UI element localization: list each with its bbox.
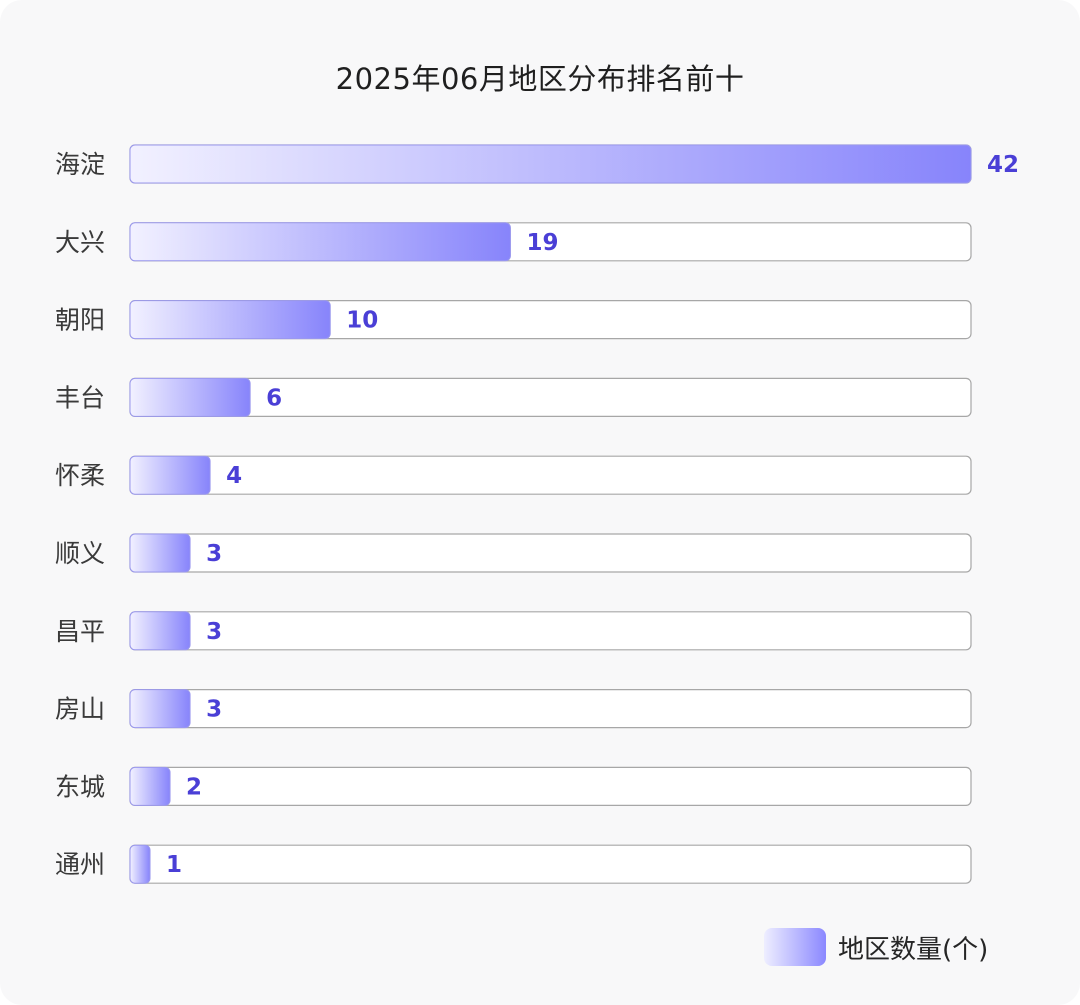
bar — [129, 455, 211, 495]
bar — [129, 222, 511, 262]
value-label: 19 — [526, 230, 558, 256]
legend: 地区数量(个) — [764, 928, 988, 966]
bar — [129, 611, 191, 651]
bar-track — [129, 455, 972, 495]
bar — [129, 844, 151, 884]
bar — [129, 144, 972, 184]
bar-track — [129, 844, 972, 884]
value-label: 42 — [987, 152, 1019, 178]
bar — [129, 533, 191, 573]
category-label: 昌平 — [55, 617, 105, 646]
value-label: 4 — [226, 463, 242, 489]
legend-swatch — [764, 928, 826, 966]
category-label: 海淀 — [55, 150, 105, 179]
category-label: 房山 — [55, 695, 105, 724]
legend-label: 地区数量(个) — [838, 934, 989, 965]
bar — [129, 766, 171, 806]
bar — [129, 300, 331, 340]
bar-track — [129, 377, 972, 417]
category-label: 大兴 — [55, 228, 105, 257]
bar-track — [129, 766, 972, 807]
bar — [129, 377, 251, 417]
bar — [129, 689, 191, 729]
category-label: 顺义 — [55, 539, 105, 568]
bar-track — [129, 688, 972, 729]
value-label: 6 — [266, 385, 282, 411]
value-label: 2 — [186, 774, 202, 800]
value-label: 3 — [206, 541, 222, 567]
category-label: 丰台 — [55, 383, 105, 412]
value-label: 3 — [206, 697, 222, 723]
category-label: 东城 — [55, 772, 105, 801]
value-label: 3 — [206, 619, 222, 645]
value-label: 1 — [166, 852, 182, 878]
bar-track — [129, 611, 972, 651]
category-label: 通州 — [55, 850, 105, 879]
bar-track — [129, 533, 972, 573]
category-label: 怀柔 — [55, 461, 105, 490]
category-label: 朝阳 — [55, 306, 105, 335]
chart-title: 2025年06月地区分布排名前十 — [335, 62, 745, 96]
value-label: 10 — [346, 308, 378, 334]
